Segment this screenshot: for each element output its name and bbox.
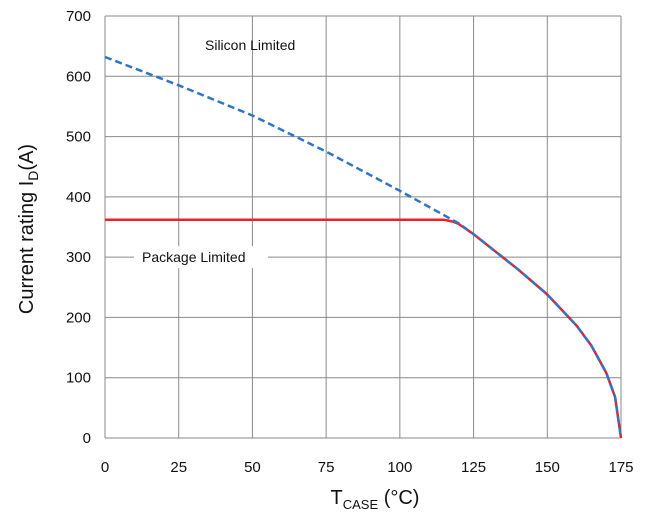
y-axis-title: Current rating ID(A) xyxy=(16,144,41,314)
x-tick-label: 125 xyxy=(461,459,486,476)
x-tick-label: 100 xyxy=(387,459,412,476)
x-axis-title: TCASE (°C) xyxy=(331,487,420,512)
y-tick-label: 400 xyxy=(66,189,91,206)
annotation-silicon-limited: Silicon Limited xyxy=(205,37,295,53)
y-tick-label: 700 xyxy=(66,8,91,25)
x-axis-title-rest: (°C) xyxy=(378,487,419,509)
y-axis-title-rest: (A) xyxy=(16,144,38,171)
annotation-package-limited-background xyxy=(134,246,268,269)
x-tick-label: 175 xyxy=(608,459,633,476)
y-tick-label: 200 xyxy=(66,309,91,326)
y-tick-label: 100 xyxy=(66,370,91,387)
y-tick-label: 0 xyxy=(83,430,91,447)
x-tick-label: 150 xyxy=(535,459,560,476)
y-tick-label: 500 xyxy=(66,129,91,146)
y-tick-label: 600 xyxy=(66,68,91,85)
series-layer xyxy=(104,55,623,439)
y-axis-title-sub: D xyxy=(25,171,41,181)
x-tick-label: 50 xyxy=(244,459,261,476)
y-tick-label: 300 xyxy=(66,249,91,266)
x-tick-label: 75 xyxy=(318,459,335,476)
annotation-package-limited: Package Limited xyxy=(142,249,246,265)
tick-labels: 0 100 200 300 400 500 600 700 0 25 50 75 100 125 150 17… xyxy=(66,8,634,476)
series-line-silicon xyxy=(104,55,623,439)
x-axis-title-main: T xyxy=(331,487,343,509)
x-tick-label: 25 xyxy=(170,459,187,476)
x-tick-label: 0 xyxy=(101,459,109,476)
grid xyxy=(104,15,622,439)
x-axis-title-sub: CASE xyxy=(343,497,379,512)
y-axis-title-main: Current rating I xyxy=(16,181,38,314)
